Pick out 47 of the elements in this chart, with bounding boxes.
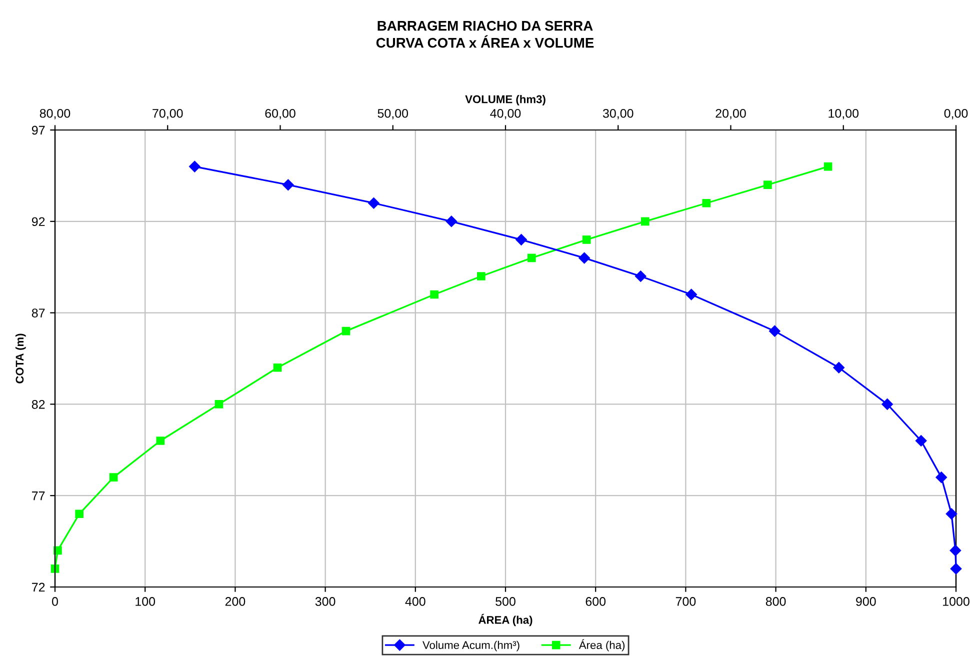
y-tick-label: 82 <box>32 400 45 409</box>
point <box>430 290 438 299</box>
y-tick-label: 97 <box>32 126 45 135</box>
x-tick-label: 300 <box>315 597 336 606</box>
chart-subtitle: CURVA COTA x ÁREA x VOLUME <box>376 35 594 48</box>
x2-tick-label: 50,00 <box>378 108 408 120</box>
point <box>527 254 536 262</box>
point <box>214 400 224 408</box>
x-tick-label: 100 <box>136 597 156 606</box>
y-tick-label: 92 <box>32 217 45 226</box>
x2-tick-label: 80,00 <box>40 108 70 120</box>
x2-tick-label: 10,00 <box>828 108 859 120</box>
x-tick-label: 0 <box>52 597 58 606</box>
point <box>582 236 591 244</box>
x-tick-label: 900 <box>856 597 876 606</box>
x2-tick-label: 40,00 <box>490 108 521 120</box>
x-tick-label: 800 <box>766 597 786 606</box>
x-tick-label: 500 <box>496 597 516 606</box>
x2-tick-label: 60,00 <box>265 108 296 120</box>
y-tick-label: 87 <box>32 308 45 318</box>
x-tick-label: 400 <box>405 597 426 606</box>
point <box>273 363 282 372</box>
y-tick-label: 77 <box>32 492 45 500</box>
legend-label: Volume Acum.(hm³) <box>422 640 520 652</box>
point <box>109 473 118 482</box>
point <box>702 198 711 208</box>
point <box>156 436 165 445</box>
point <box>342 326 350 336</box>
y-axis-title: COTA (m) <box>15 334 26 384</box>
x-tick-label: 200 <box>225 597 246 606</box>
x2-tick-label: 20,00 <box>716 108 746 120</box>
x-axis-title: ÁREA (ha) <box>478 614 532 626</box>
x-tick-label: 600 <box>586 597 606 606</box>
x2-axis-title: VOLUME (hm3) <box>465 95 546 106</box>
point <box>477 272 486 280</box>
x-tick-label: 1000 <box>943 597 970 606</box>
y-tick-label: 72 <box>32 582 45 592</box>
x2-tick-label: 0,00 <box>944 108 968 120</box>
point <box>764 180 772 190</box>
x2-tick-label: 70,00 <box>152 108 183 120</box>
point <box>75 510 84 518</box>
x2-tick-label: 30,00 <box>602 108 634 120</box>
point <box>824 162 832 171</box>
chart-title: BARRAGEM RIACHO DA SERRA <box>378 20 593 31</box>
point <box>640 217 650 226</box>
x-tick-label: 700 <box>676 597 696 606</box>
legend-label: Área (ha) <box>578 639 625 652</box>
